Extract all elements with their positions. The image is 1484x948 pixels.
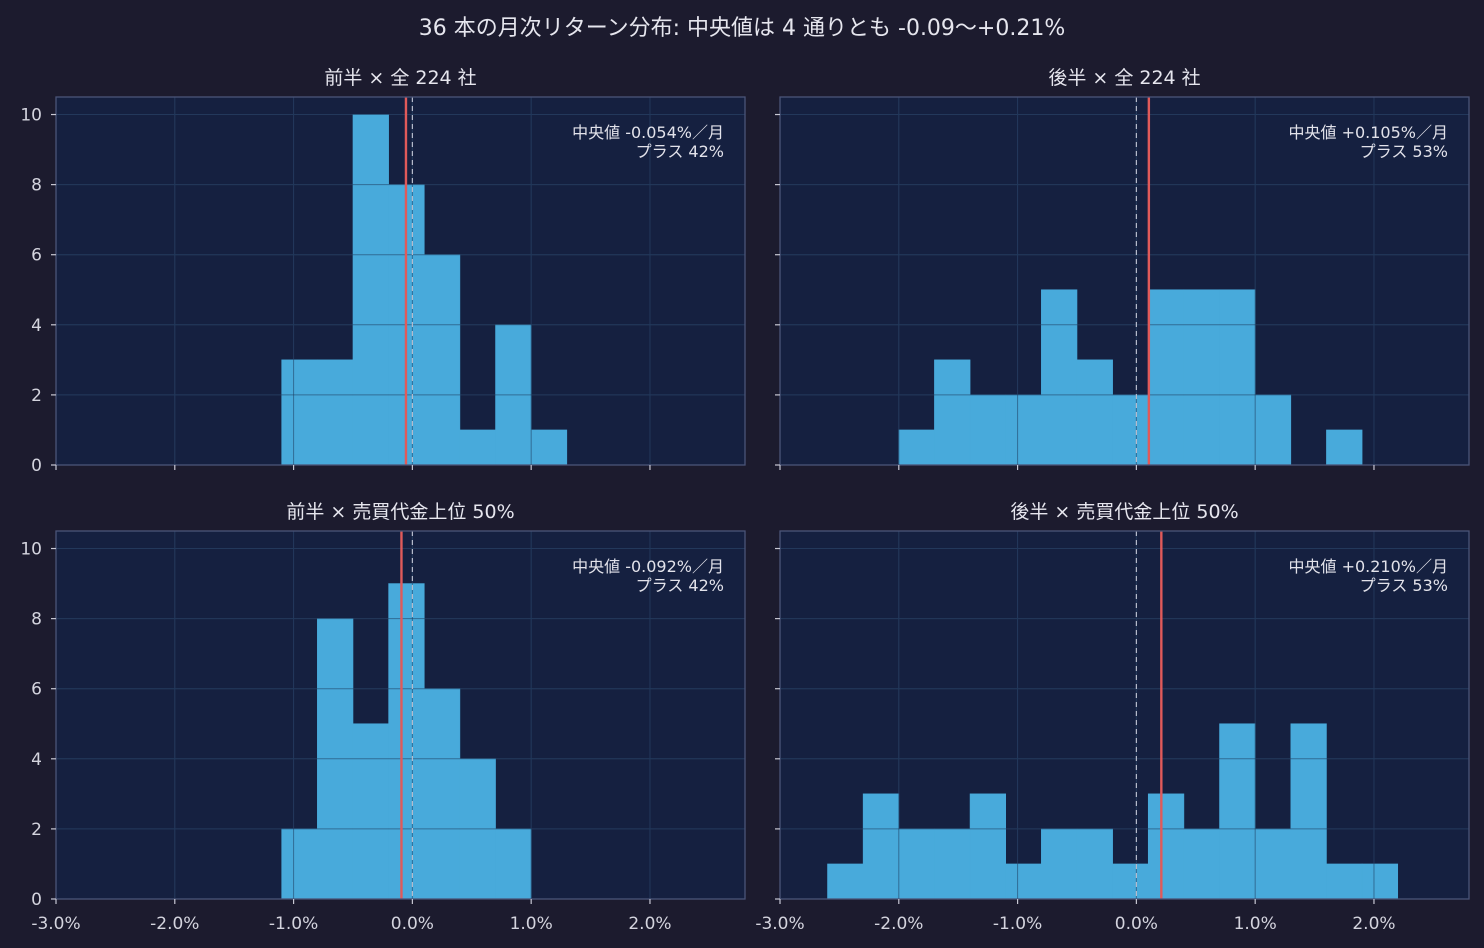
histogram-bar xyxy=(969,793,1007,900)
histogram-bar xyxy=(1112,863,1149,900)
x-tick-label: -2.0% xyxy=(150,914,199,934)
figure-suptitle: 36 本の月次リターン分布: 中央値は 4 通りとも -0.09〜+0.21% xyxy=(419,16,1066,41)
positive-share-annotation: プラス 42% xyxy=(636,142,724,161)
histogram-bar xyxy=(1254,394,1292,466)
y-tick-label: 2 xyxy=(31,386,42,406)
x-tick-label: -3.0% xyxy=(31,914,80,934)
x-tick-label: -3.0% xyxy=(755,914,804,934)
histogram-bar xyxy=(1219,289,1256,466)
axes-frame xyxy=(55,96,746,466)
y-tick-label: 0 xyxy=(31,456,42,476)
histogram-bar xyxy=(530,429,568,466)
histogram-bar xyxy=(388,583,425,900)
panel-title: 前半 × 売買代金上位 50% xyxy=(286,501,514,523)
histogram-bar xyxy=(862,793,900,900)
x-tick-label: 2.0% xyxy=(1352,914,1395,934)
histogram-bar xyxy=(352,723,389,900)
histogram-bar xyxy=(281,828,318,900)
histogram-bar xyxy=(1076,828,1113,900)
axes-frame xyxy=(779,530,1470,900)
histogram-bar xyxy=(1005,863,1042,900)
x-tick-label: -2.0% xyxy=(874,914,923,934)
y-tick-label: 10 xyxy=(20,540,42,560)
positive-share-annotation: プラス 53% xyxy=(1360,576,1448,595)
histogram-bar xyxy=(423,254,461,466)
panel-title: 後半 × 全 224 社 xyxy=(1048,67,1200,89)
histogram-bar xyxy=(423,688,461,900)
histogram-bar xyxy=(898,429,935,466)
y-tick-label: 6 xyxy=(31,246,42,266)
histogram-bar xyxy=(495,828,532,900)
x-tick-label: 0.0% xyxy=(1115,914,1158,934)
x-tick-label: -1.0% xyxy=(269,914,318,934)
histogram-bar xyxy=(1326,863,1363,900)
y-tick-label: 2 xyxy=(31,820,42,840)
y-tick-label: 8 xyxy=(31,610,42,630)
panel-second-half-top50: -3.0% -2.0% -1.0% 0.0% 1.0% 2.0% 後半 × 売買代金上位 5… xyxy=(755,501,1470,934)
y-tick-label: 8 xyxy=(31,176,42,196)
median-annotation: 中央値 -0.092%／月 xyxy=(572,557,724,576)
histogram-bar xyxy=(1219,723,1256,900)
histogram-bar xyxy=(1183,289,1220,466)
histogram-bar xyxy=(1326,429,1363,466)
histogram-bar xyxy=(934,359,971,466)
x-tick-label: 2.0% xyxy=(628,914,671,934)
histogram-bar xyxy=(969,394,1007,466)
x-tick-label: 1.0% xyxy=(1234,914,1277,934)
histogram-bar xyxy=(1076,359,1113,466)
histogram-bar xyxy=(1147,289,1185,466)
y-tick-label: 0 xyxy=(31,890,42,910)
histogram-bar xyxy=(1041,828,1078,900)
histogram-bar xyxy=(317,359,354,466)
y-tick-label: 4 xyxy=(31,316,42,336)
histogram-bar xyxy=(1041,289,1078,466)
x-tick-label: -1.0% xyxy=(993,914,1042,934)
histogram-bar xyxy=(1005,394,1042,466)
median-annotation: 中央値 -0.054%／月 xyxy=(572,123,724,142)
histogram-bar xyxy=(1183,828,1220,900)
panel-title: 前半 × 全 224 社 xyxy=(324,67,476,89)
panel-first-half-top50: -3.0% -2.0% -1.0% 0.0% 1.0% 2.0% 0 2 4 6 8 10 前半 × 売… xyxy=(20,501,746,934)
histogram-bar xyxy=(281,359,318,466)
histogram-bar xyxy=(459,429,496,466)
x-tick-label: 1.0% xyxy=(510,914,553,934)
x-tick-label: 0.0% xyxy=(391,914,434,934)
axes-frame xyxy=(55,530,746,900)
median-annotation: 中央値 +0.105%／月 xyxy=(1288,123,1448,142)
y-tick-label: 10 xyxy=(20,106,42,126)
histogram-bar xyxy=(1290,723,1327,900)
histogram-bar xyxy=(1361,863,1399,900)
axes-frame xyxy=(779,96,1470,466)
histogram-bar xyxy=(1112,394,1149,466)
histogram-bar xyxy=(934,828,971,900)
median-annotation: 中央値 +0.210%／月 xyxy=(1288,557,1448,576)
histogram-bar xyxy=(827,863,864,900)
y-tick-label: 6 xyxy=(31,680,42,700)
histogram-bar xyxy=(1254,828,1292,900)
histogram-bar xyxy=(1147,793,1185,900)
histogram-bar xyxy=(352,114,389,466)
histogram-bar xyxy=(898,828,935,900)
positive-share-annotation: プラス 42% xyxy=(636,576,724,595)
panel-title: 後半 × 売買代金上位 50% xyxy=(1010,501,1238,523)
y-tick-label: 4 xyxy=(31,750,42,770)
positive-share-annotation: プラス 53% xyxy=(1360,142,1448,161)
